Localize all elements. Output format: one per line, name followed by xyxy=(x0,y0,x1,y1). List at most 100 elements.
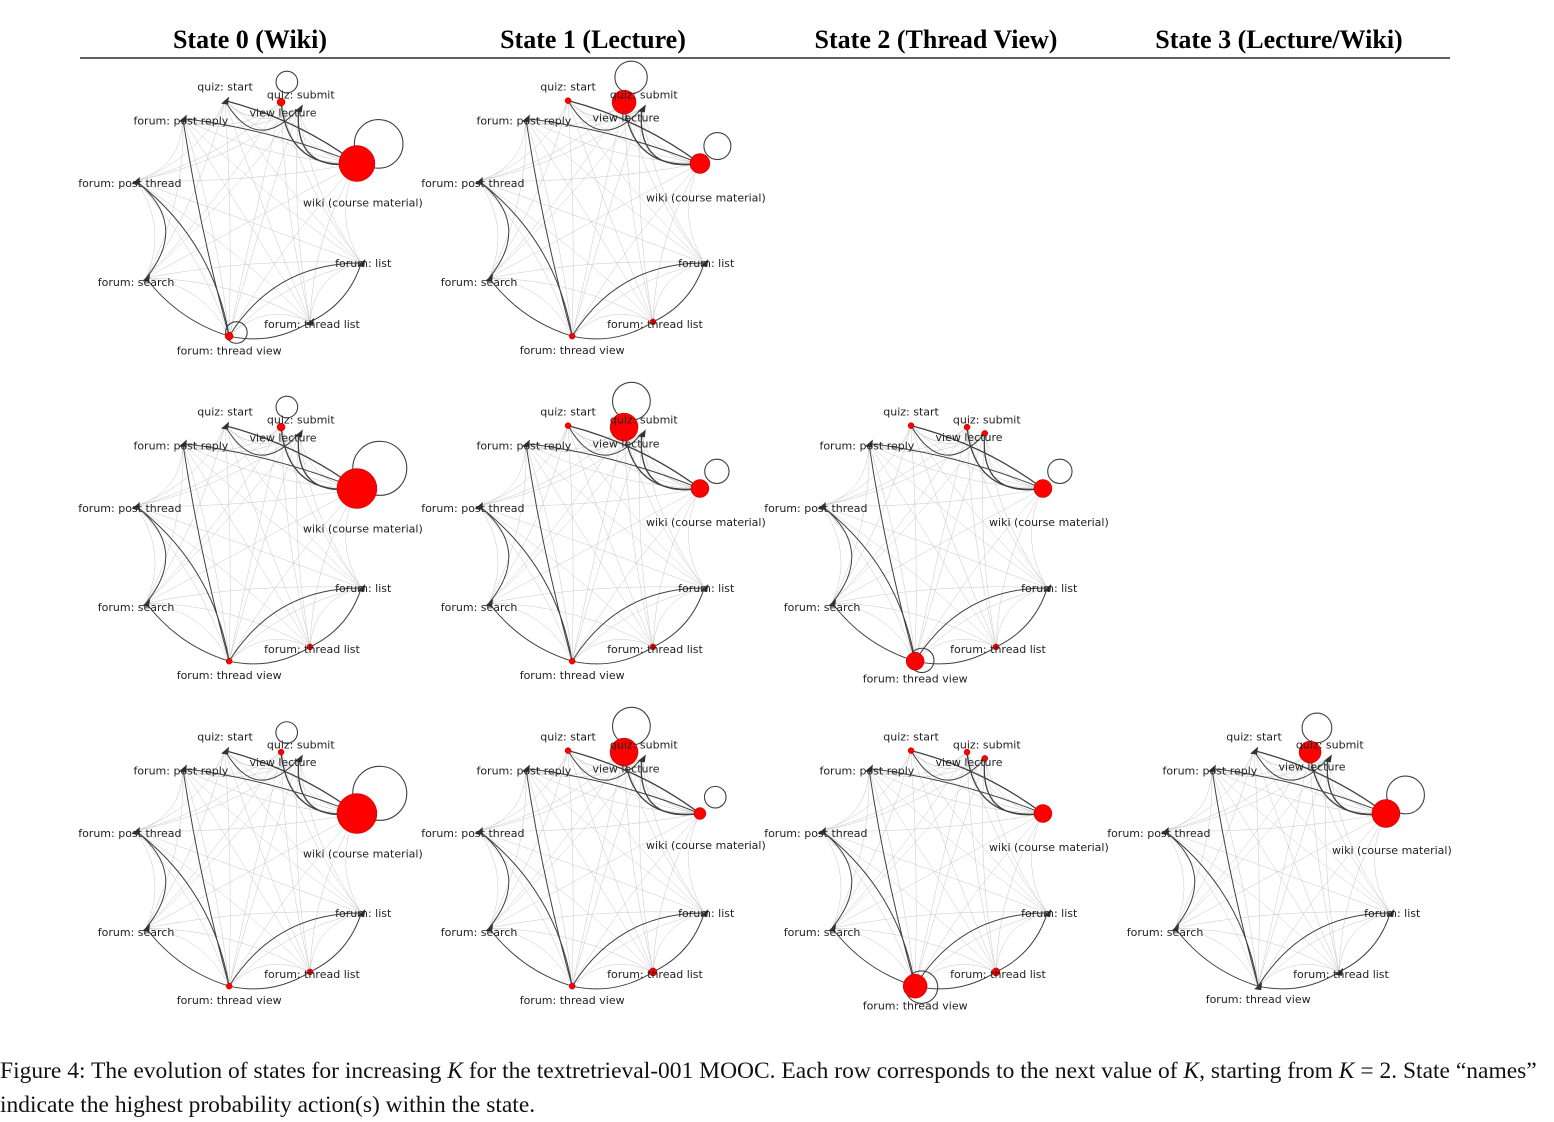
transition-edge-strong xyxy=(145,277,230,337)
transition-edge xyxy=(309,488,358,647)
transition-edge-strong xyxy=(868,768,916,987)
arrow-marker xyxy=(178,439,187,448)
state-node xyxy=(306,643,314,651)
transition-edge xyxy=(145,813,358,929)
transition-edge-strong xyxy=(525,443,701,489)
transition-edge-strong xyxy=(309,912,362,973)
transition-edge xyxy=(525,443,654,648)
transition-edge-strong xyxy=(478,505,573,662)
state-node xyxy=(907,747,915,754)
transition-edge xyxy=(652,813,701,972)
transition-edge xyxy=(182,118,311,323)
node-label: forum: post reply xyxy=(819,765,914,778)
self-loop xyxy=(704,458,730,485)
transition-edge xyxy=(525,118,705,264)
transition-edge xyxy=(821,425,912,507)
transition-edge xyxy=(832,602,916,662)
node-label: forum: thread view xyxy=(177,994,282,1007)
transition-edge xyxy=(135,505,311,648)
arrow-marker xyxy=(142,599,151,607)
arrow-marker xyxy=(828,924,837,932)
transition-edge xyxy=(688,813,705,914)
state-node xyxy=(277,748,285,756)
transition-edge xyxy=(571,813,701,987)
transition-edge xyxy=(488,813,701,929)
header-state-0: State 0 (Wiki) xyxy=(173,25,327,54)
transition-edge-strong xyxy=(1211,768,1259,987)
transition-edge xyxy=(296,433,311,647)
transition-edge xyxy=(966,752,1048,914)
transition-edge xyxy=(567,100,700,164)
node-label: quiz: start xyxy=(883,406,939,419)
transition-edge xyxy=(182,443,362,589)
transition-edge-strong xyxy=(229,646,311,665)
transition-edge xyxy=(914,433,986,662)
self-loop xyxy=(1301,712,1333,744)
transition-edge xyxy=(832,602,997,648)
transition-edge xyxy=(571,752,625,987)
transition-edge xyxy=(623,751,700,814)
node-label: view lecture xyxy=(936,431,1003,444)
transition-edge xyxy=(145,118,184,279)
transition-edge xyxy=(567,425,705,589)
transition-edge xyxy=(571,639,654,662)
transition-edge xyxy=(868,443,916,662)
node-label: quiz: submit xyxy=(953,413,1021,426)
transition-edge-strong xyxy=(1258,971,1340,990)
transition-edge-strong xyxy=(135,180,167,279)
transition-edge xyxy=(135,505,156,604)
header-state-3: State 3 (Lecture/Wiki) xyxy=(1155,25,1402,54)
node-label: forum: thread list xyxy=(950,643,1046,656)
transition-edge xyxy=(821,830,997,973)
transition-edge xyxy=(984,433,1048,589)
transition-edge xyxy=(135,180,311,323)
transition-edge xyxy=(623,426,700,489)
transition-edge xyxy=(146,277,311,323)
transition-edge xyxy=(478,180,654,323)
transition-edge xyxy=(868,751,968,776)
node-label: quiz: submit xyxy=(1296,738,1364,751)
state-node xyxy=(981,430,989,437)
node-label: forum: post thread xyxy=(78,177,181,190)
node-label: forum: list xyxy=(678,582,735,595)
transition-edge xyxy=(280,752,362,914)
transition-edge xyxy=(135,488,357,507)
transition-edge-strong xyxy=(910,424,1044,490)
transition-edge xyxy=(1211,768,1340,973)
transition-edge xyxy=(910,750,1043,814)
transition-edge xyxy=(525,118,573,337)
state-node xyxy=(225,657,233,665)
transition-edge xyxy=(1164,830,1340,973)
transition-edge xyxy=(639,433,654,647)
transition-edge xyxy=(146,261,362,279)
transition-edge xyxy=(182,768,230,987)
transition-edge xyxy=(478,180,573,337)
node-label: view lecture xyxy=(250,756,317,769)
transition-edge-strong xyxy=(910,425,986,456)
transition-edge xyxy=(145,163,358,279)
transition-edge-strong xyxy=(571,262,705,337)
arrow-marker xyxy=(131,826,140,835)
transition-edge xyxy=(688,163,705,264)
transition-edge xyxy=(135,118,184,182)
arrow-marker xyxy=(1323,754,1332,763)
transition-edge-strong xyxy=(182,118,358,164)
transition-edge xyxy=(914,758,986,987)
node-label: quiz: start xyxy=(1226,731,1282,744)
state-graph: quiz: start quiz: submit wiki (course mate… xyxy=(1107,712,1452,1006)
arrow-marker xyxy=(817,501,826,510)
transition-edge-strong xyxy=(1211,768,1387,814)
arrow-marker xyxy=(294,754,303,763)
transition-edge xyxy=(910,425,1048,589)
state-node xyxy=(1298,740,1322,764)
transition-edge xyxy=(821,830,842,929)
transition-edge xyxy=(831,433,986,604)
transition-edge-strong xyxy=(525,768,701,814)
transition-edge-strong xyxy=(572,646,654,665)
arrow-marker xyxy=(357,908,366,917)
transition-edge xyxy=(982,758,997,972)
transition-edge xyxy=(821,813,1043,832)
node-label: forum: post thread xyxy=(421,827,524,840)
transition-edge xyxy=(821,751,968,832)
transition-edge-strong xyxy=(640,108,701,166)
